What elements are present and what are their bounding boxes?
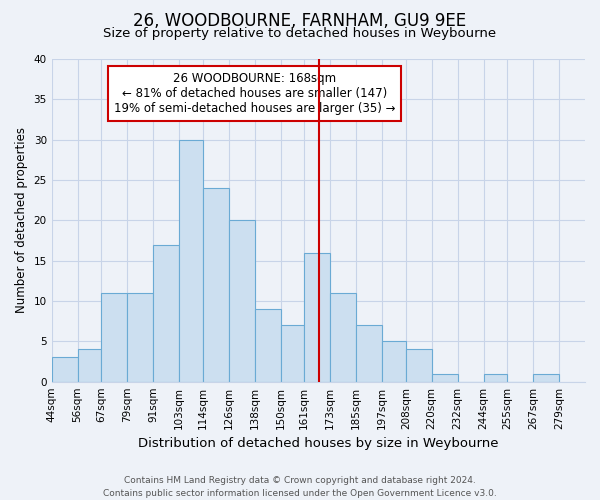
Bar <box>101 293 127 382</box>
Bar <box>382 342 406 382</box>
Bar <box>254 309 281 382</box>
Bar <box>533 374 559 382</box>
Bar <box>356 325 382 382</box>
Text: Size of property relative to detached houses in Weybourne: Size of property relative to detached ho… <box>103 28 497 40</box>
Y-axis label: Number of detached properties: Number of detached properties <box>15 128 28 314</box>
Bar <box>153 244 179 382</box>
Bar <box>304 252 330 382</box>
Text: Contains HM Land Registry data © Crown copyright and database right 2024.
Contai: Contains HM Land Registry data © Crown c… <box>103 476 497 498</box>
Bar <box>52 358 77 382</box>
Bar <box>484 374 507 382</box>
Bar <box>77 350 101 382</box>
Bar <box>179 140 203 382</box>
Text: 26 WOODBOURNE: 168sqm
← 81% of detached houses are smaller (147)
19% of semi-det: 26 WOODBOURNE: 168sqm ← 81% of detached … <box>113 72 395 115</box>
Bar <box>281 325 304 382</box>
Bar <box>229 220 254 382</box>
Text: 26, WOODBOURNE, FARNHAM, GU9 9EE: 26, WOODBOURNE, FARNHAM, GU9 9EE <box>133 12 467 30</box>
Bar <box>406 350 431 382</box>
X-axis label: Distribution of detached houses by size in Weybourne: Distribution of detached houses by size … <box>138 437 499 450</box>
Bar <box>127 293 153 382</box>
Bar <box>330 293 356 382</box>
Bar <box>431 374 458 382</box>
Bar <box>203 188 229 382</box>
